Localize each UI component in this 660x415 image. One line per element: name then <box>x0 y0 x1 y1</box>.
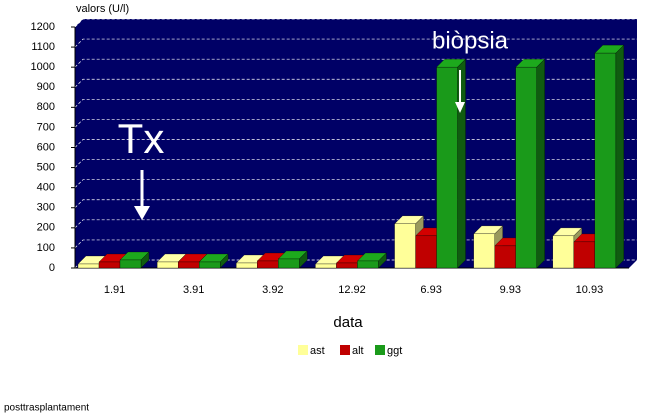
legend-swatch <box>298 345 308 355</box>
legend-label: alt <box>352 345 364 357</box>
x-tick-label: 3.91 <box>183 284 204 296</box>
x-tick-label: 6.93 <box>420 284 441 296</box>
y-tick-label: 1100 <box>31 41 55 53</box>
bar <box>573 241 596 269</box>
bar <box>552 235 575 269</box>
legend-swatch <box>340 345 350 355</box>
annotation: biòpsia <box>432 27 509 54</box>
bar <box>257 260 279 269</box>
bar <box>415 235 437 269</box>
y-tick-label: 800 <box>37 101 55 113</box>
bar-side <box>457 58 466 269</box>
legend-swatch <box>375 345 385 355</box>
bar <box>98 261 121 269</box>
x-tick-label: 3.92 <box>262 284 283 296</box>
x-axis-title: data <box>333 314 363 331</box>
legend-label: ggt <box>387 345 402 357</box>
y-tick-label: 600 <box>37 141 55 153</box>
x-tick-label: 12.92 <box>338 284 366 296</box>
bar <box>315 263 337 269</box>
legend-label: ast <box>310 345 325 357</box>
arrowhead <box>134 206 150 220</box>
bar <box>515 67 537 269</box>
y-tick-label: 0 <box>49 262 55 274</box>
annotation: Tx <box>118 115 165 162</box>
bar <box>494 245 516 269</box>
bar <box>473 233 495 269</box>
bar <box>278 258 300 269</box>
bar <box>394 223 416 269</box>
y-tick-label: 700 <box>37 121 55 133</box>
y-tick-label: 400 <box>37 182 55 194</box>
bar <box>198 261 221 269</box>
bar-side <box>536 58 545 269</box>
footnote: posttrasplantament <box>4 403 89 414</box>
y-tick-label: 900 <box>37 81 55 93</box>
grid-line <box>74 18 637 28</box>
y-tick-label: 200 <box>37 222 55 234</box>
bar <box>236 262 258 269</box>
x-tick-label: 1.91 <box>104 284 125 296</box>
arrowhead <box>455 102 465 113</box>
bar-side <box>615 44 625 269</box>
x-tick-label: 10.93 <box>576 284 604 296</box>
y-tick-label: 1000 <box>31 61 55 73</box>
bar <box>119 259 142 269</box>
bar <box>336 262 358 269</box>
bar <box>357 260 379 269</box>
bar <box>156 261 179 269</box>
bar <box>177 261 200 269</box>
y-tick-label: 1200 <box>31 21 55 33</box>
plot-background <box>75 19 637 268</box>
y-tick-label: 500 <box>37 161 55 173</box>
x-tick-label: 9.93 <box>500 284 521 296</box>
y-tick-label: 300 <box>37 202 55 214</box>
bar <box>77 263 100 269</box>
bar <box>436 67 458 269</box>
y-tick-label: 100 <box>37 242 55 254</box>
y-axis-title: valors (U/l) <box>76 3 129 15</box>
grid-line <box>74 38 637 48</box>
bar <box>594 52 617 269</box>
